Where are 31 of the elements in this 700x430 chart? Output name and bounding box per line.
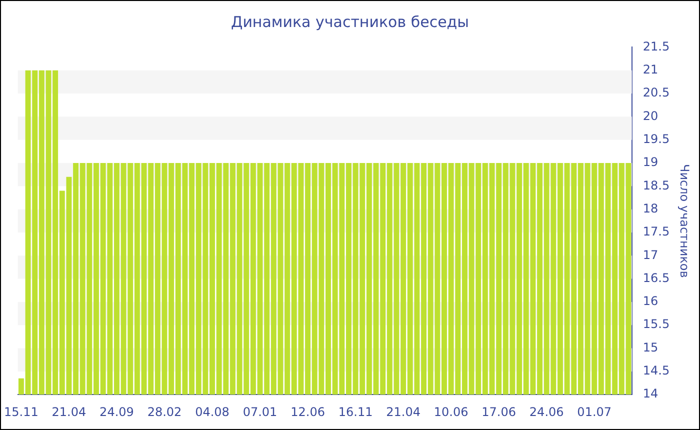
y-tick-label: 18.5 <box>642 178 670 192</box>
x-tick-label: 21.04 <box>386 404 420 419</box>
x-tick-label: 21.04 <box>52 404 86 419</box>
y-tick-label: 15 <box>642 340 658 354</box>
y-tick-label: 17.5 <box>642 224 670 239</box>
x-tick-label: 24.06 <box>529 404 564 419</box>
y-tick-label: 17 <box>642 248 658 262</box>
x-tick-label: 24.09 <box>100 404 134 419</box>
y-axis-title: Число участников <box>678 164 692 278</box>
y-tick-label: 20 <box>642 108 658 123</box>
x-tick-label: 15.11 <box>4 404 38 419</box>
y-tick-label: 14 <box>642 386 658 401</box>
y-tick-label: 15.5 <box>642 317 670 332</box>
x-tick-label: 07.01 <box>242 404 278 419</box>
x-tick-label: 17.06 <box>482 404 516 419</box>
y-tick-label: 16 <box>642 294 658 308</box>
y-tick-label: 21.5 <box>642 39 670 54</box>
x-tick-label: 16.11 <box>338 404 373 419</box>
y-tick-label: 18 <box>642 201 658 216</box>
y-tick-label: 19 <box>642 155 658 170</box>
y-tick-label: 19.5 <box>642 132 670 146</box>
y-tick-label: 16.5 <box>642 270 670 285</box>
chart-title: Динамика участников беседы <box>230 13 470 31</box>
x-tick-label: 04.08 <box>195 404 230 419</box>
x-tick-label: 10.06 <box>434 404 468 419</box>
y-tick-label: 20.5 <box>642 86 670 100</box>
y-tick-label: 21 <box>642 62 658 76</box>
x-tick-label: 01.07 <box>577 404 612 419</box>
x-tick-label: 28.02 <box>147 404 182 419</box>
y-tick-label: 14.5 <box>642 364 670 378</box>
x-tick-label: 12.06 <box>290 404 325 419</box>
